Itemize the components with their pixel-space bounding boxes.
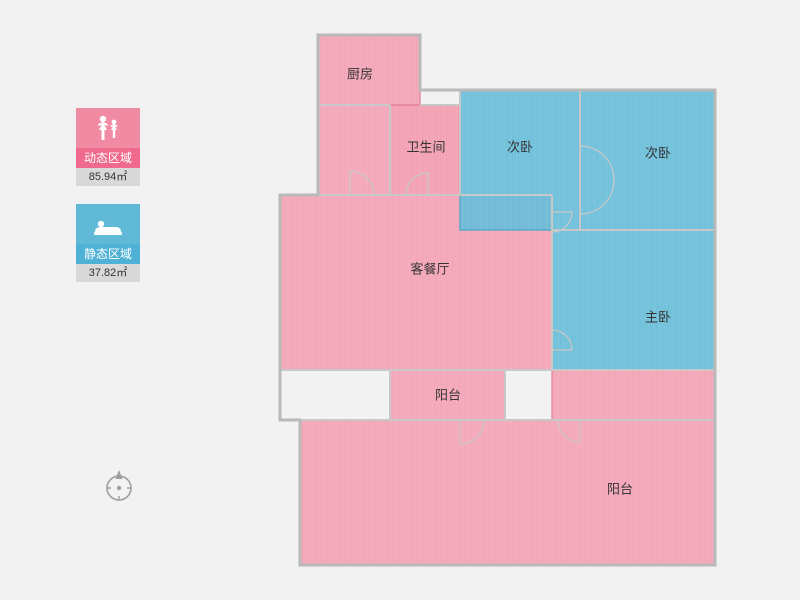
legend-dynamic-label: 动态区域 [76, 148, 140, 168]
floor-plan: 厨房卫生间次卧次卧客餐厅主卧阳台阳台 [260, 20, 740, 580]
sleep-icon [76, 204, 140, 244]
legend-static-label: 静态区域 [76, 244, 140, 264]
legend: 动态区域 85.94㎡ 静态区域 37.82㎡ [76, 108, 140, 300]
room-label-bed2a: 次卧 [507, 139, 533, 154]
room-label-master: 主卧 [645, 309, 671, 324]
zone-dynamic-5 [552, 370, 715, 420]
people-icon [76, 108, 140, 148]
room-label-living: 客餐厅 [410, 261, 449, 276]
legend-static: 静态区域 37.82㎡ [76, 204, 140, 282]
zone-static-0 [460, 90, 580, 230]
compass-icon [101, 468, 137, 509]
room-label-bathroom: 卫生间 [406, 139, 445, 154]
legend-dynamic-value: 85.94㎡ [76, 168, 140, 186]
room-label-kitchen: 厨房 [347, 66, 373, 81]
room-label-bed2b: 次卧 [645, 145, 671, 160]
zone-dynamic-4 [300, 420, 715, 565]
legend-dynamic: 动态区域 85.94㎡ [76, 108, 140, 186]
legend-static-value: 37.82㎡ [76, 264, 140, 282]
room-label-balcony1: 阳台 [435, 387, 461, 402]
room-label-balcony2: 阳台 [607, 481, 633, 496]
zone-static-2 [552, 230, 715, 370]
